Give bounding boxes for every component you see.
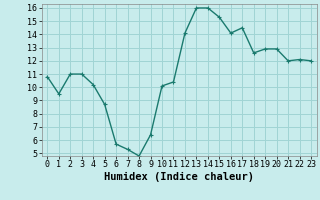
X-axis label: Humidex (Indice chaleur): Humidex (Indice chaleur) xyxy=(104,172,254,182)
